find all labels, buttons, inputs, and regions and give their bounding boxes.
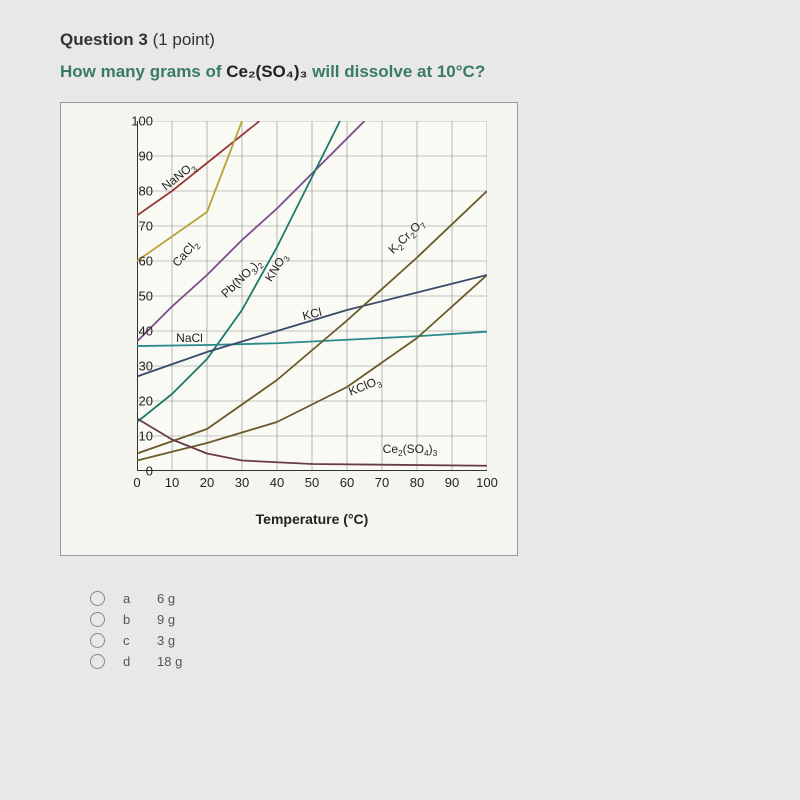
- x-tick: 40: [265, 475, 289, 490]
- x-tick: 80: [405, 475, 429, 490]
- question-prompt: How many grams of Ce₂(SO₄)₃ will dissolv…: [60, 62, 740, 82]
- chart-wrapper: Solubility (g of salt in 100 g H₂O) Temp…: [60, 102, 518, 556]
- answer-option[interactable]: b 9 g: [90, 612, 740, 627]
- radio-icon[interactable]: [90, 591, 105, 606]
- answer-option[interactable]: c 3 g: [90, 633, 740, 648]
- y-tick: 90: [123, 149, 153, 164]
- x-tick: 90: [440, 475, 464, 490]
- option-text: 18 g: [157, 654, 182, 669]
- x-axis-label: Temperature (°C): [137, 511, 487, 527]
- x-tick: 0: [125, 475, 149, 490]
- option-letter: b: [123, 612, 139, 627]
- y-tick: 100: [123, 114, 153, 129]
- option-text: 3 g: [157, 633, 175, 648]
- radio-icon[interactable]: [90, 633, 105, 648]
- option-letter: d: [123, 654, 139, 669]
- radio-icon[interactable]: [90, 612, 105, 627]
- y-tick: 20: [123, 394, 153, 409]
- option-letter: a: [123, 591, 139, 606]
- answer-option[interactable]: d 18 g: [90, 654, 740, 669]
- x-tick: 100: [475, 475, 499, 490]
- question-points: (1 point): [153, 30, 215, 49]
- y-tick: 10: [123, 429, 153, 444]
- y-tick: 80: [123, 184, 153, 199]
- y-tick: 40: [123, 324, 153, 339]
- y-tick: 50: [123, 289, 153, 304]
- answer-option[interactable]: a 6 g: [90, 591, 740, 606]
- y-tick: 60: [123, 254, 153, 269]
- x-tick: 70: [370, 475, 394, 490]
- x-tick: 20: [195, 475, 219, 490]
- question-number: Question 3: [60, 30, 153, 49]
- option-text: 6 g: [157, 591, 175, 606]
- x-tick: 10: [160, 475, 184, 490]
- series-label: NaCl: [176, 331, 203, 345]
- answer-options: a 6 g b 9 g c 3 g d 18 g: [90, 591, 740, 669]
- chemical-formula: Ce₂(SO₄)₃: [226, 62, 307, 81]
- y-tick: 30: [123, 359, 153, 374]
- x-tick: 60: [335, 475, 359, 490]
- question-container: Question 3 (1 point) How many grams of C…: [0, 0, 800, 705]
- y-tick: 70: [123, 219, 153, 234]
- question-header: Question 3 (1 point): [60, 30, 740, 50]
- radio-icon[interactable]: [90, 654, 105, 669]
- option-letter: c: [123, 633, 139, 648]
- x-tick: 30: [230, 475, 254, 490]
- series-label: Ce2(SO4)3: [383, 442, 438, 458]
- solubility-chart: Solubility (g of salt in 100 g H₂O) Temp…: [69, 111, 509, 551]
- x-tick: 50: [300, 475, 324, 490]
- option-text: 9 g: [157, 612, 175, 627]
